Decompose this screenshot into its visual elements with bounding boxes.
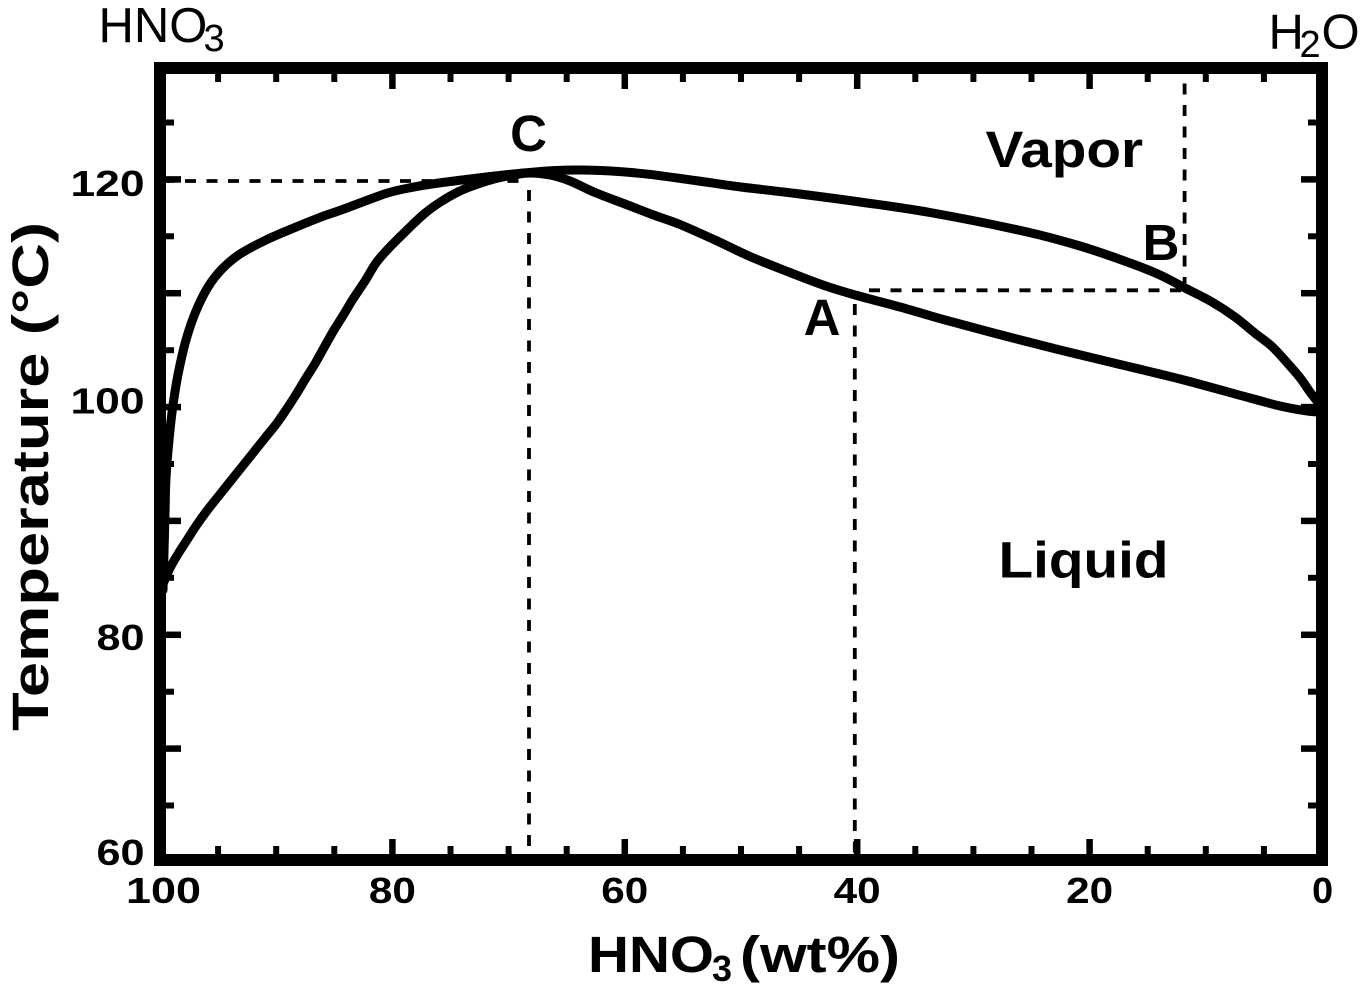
svg-text:100: 100 xyxy=(126,870,201,911)
svg-text:3: 3 xyxy=(204,18,225,60)
svg-text:A: A xyxy=(804,289,841,346)
svg-text:20: 20 xyxy=(1066,870,1113,911)
svg-text:80: 80 xyxy=(369,870,416,911)
svg-text:O: O xyxy=(1322,6,1360,60)
svg-text:HNO: HNO xyxy=(588,926,714,983)
svg-text:120: 120 xyxy=(71,163,145,204)
svg-text:3: 3 xyxy=(712,948,732,989)
svg-text:80: 80 xyxy=(97,617,145,658)
svg-text:0: 0 xyxy=(1312,870,1333,911)
svg-text:40: 40 xyxy=(834,870,881,911)
svg-text:Liquid: Liquid xyxy=(999,532,1169,589)
svg-text:(wt%): (wt%) xyxy=(740,926,900,983)
svg-text:Temperature (°C): Temperature (°C) xyxy=(2,222,59,731)
svg-text:100: 100 xyxy=(71,381,145,422)
svg-text:2: 2 xyxy=(1300,24,1321,66)
svg-text:60: 60 xyxy=(97,832,145,873)
svg-text:HNO: HNO xyxy=(99,0,208,53)
svg-text:H: H xyxy=(1269,6,1304,60)
svg-text:C: C xyxy=(510,105,547,162)
svg-text:60: 60 xyxy=(601,870,648,911)
svg-text:B: B xyxy=(1143,214,1180,271)
svg-text:Vapor: Vapor xyxy=(986,121,1144,178)
